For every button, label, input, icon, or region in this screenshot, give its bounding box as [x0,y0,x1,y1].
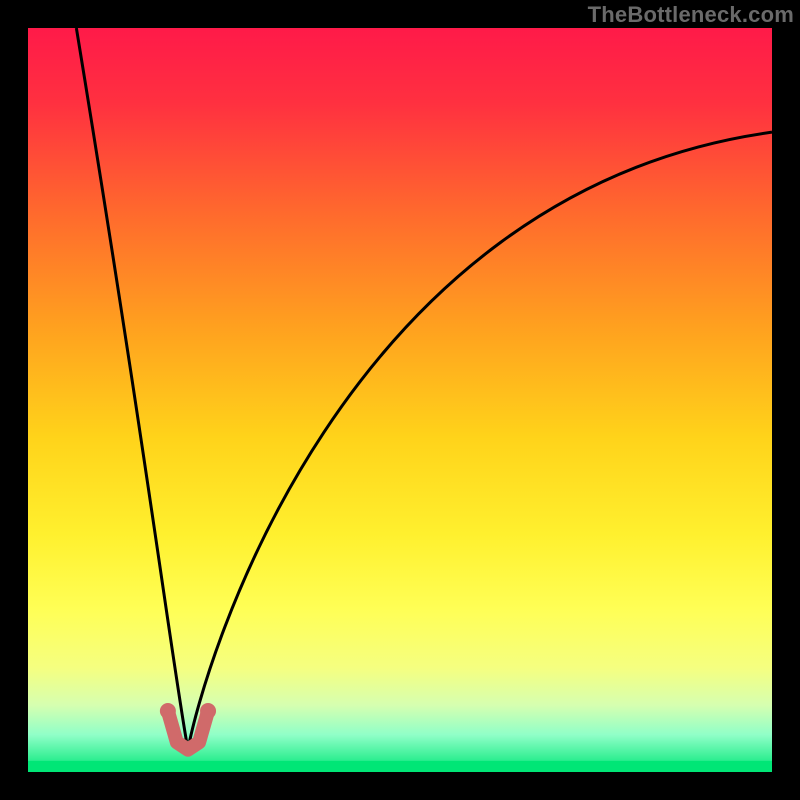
baseline-stripe [28,761,772,772]
gradient-background [28,28,772,772]
watermark-text: TheBottleneck.com [588,2,794,28]
bottleneck-chart [28,28,772,772]
chart-frame: TheBottleneck.com [0,0,800,800]
plot-area [28,28,772,772]
